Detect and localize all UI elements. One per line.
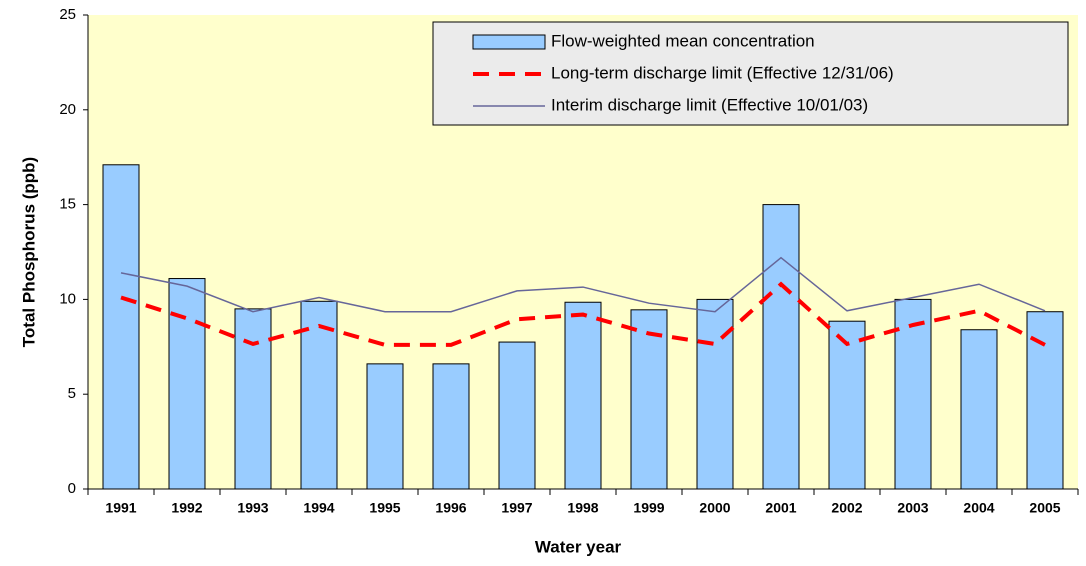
bar (300, 300, 338, 490)
bar (696, 298, 734, 490)
bar (828, 320, 866, 490)
y-tick-label: 25 (59, 6, 76, 23)
bar (894, 298, 932, 490)
line-series (120, 256, 1046, 313)
x-tick-label: 1995 (369, 500, 400, 516)
x-tick-label: 1997 (501, 500, 532, 516)
bar (564, 301, 602, 490)
legend-label: Long-term discharge limit (Effective 12/… (551, 63, 894, 82)
y-tick-label: 15 (59, 196, 76, 213)
x-tick-label: 2000 (699, 500, 730, 516)
legend-swatch (472, 34, 546, 50)
bar (168, 278, 206, 490)
x-tick-label: 1999 (633, 500, 664, 516)
y-tick-label: 0 (68, 480, 76, 497)
y-tick-label: 5 (68, 385, 76, 402)
x-tick-label: 1992 (171, 500, 202, 516)
x-tick-label: 1996 (435, 500, 466, 516)
y-tick-label: 10 (59, 290, 76, 307)
bar (498, 341, 536, 490)
x-tick-label: 1998 (567, 500, 598, 516)
x-tick-label: 1994 (303, 500, 334, 516)
legend-label: Flow-weighted mean concentration (551, 31, 815, 50)
bar (102, 164, 140, 490)
bar (234, 308, 272, 490)
bar (366, 363, 404, 490)
bar (432, 363, 470, 490)
y-axis-label: Total Phosphorus (ppb) (19, 157, 38, 347)
x-axis-label: Water year (535, 537, 622, 556)
x-tick-label: 2002 (831, 500, 862, 516)
line-series (120, 281, 1046, 347)
x-tick-label: 1991 (105, 500, 136, 516)
bar (762, 204, 800, 490)
x-tick-label: 2005 (1029, 500, 1060, 516)
y-tick-label: 20 (59, 101, 76, 118)
x-tick-label: 1993 (237, 500, 268, 516)
bar (960, 329, 998, 490)
x-tick-label: 2004 (963, 500, 994, 516)
x-tick-label: 2001 (765, 500, 796, 516)
x-tick-label: 2003 (897, 500, 928, 516)
legend-label: Interim discharge limit (Effective 10/01… (551, 95, 868, 114)
